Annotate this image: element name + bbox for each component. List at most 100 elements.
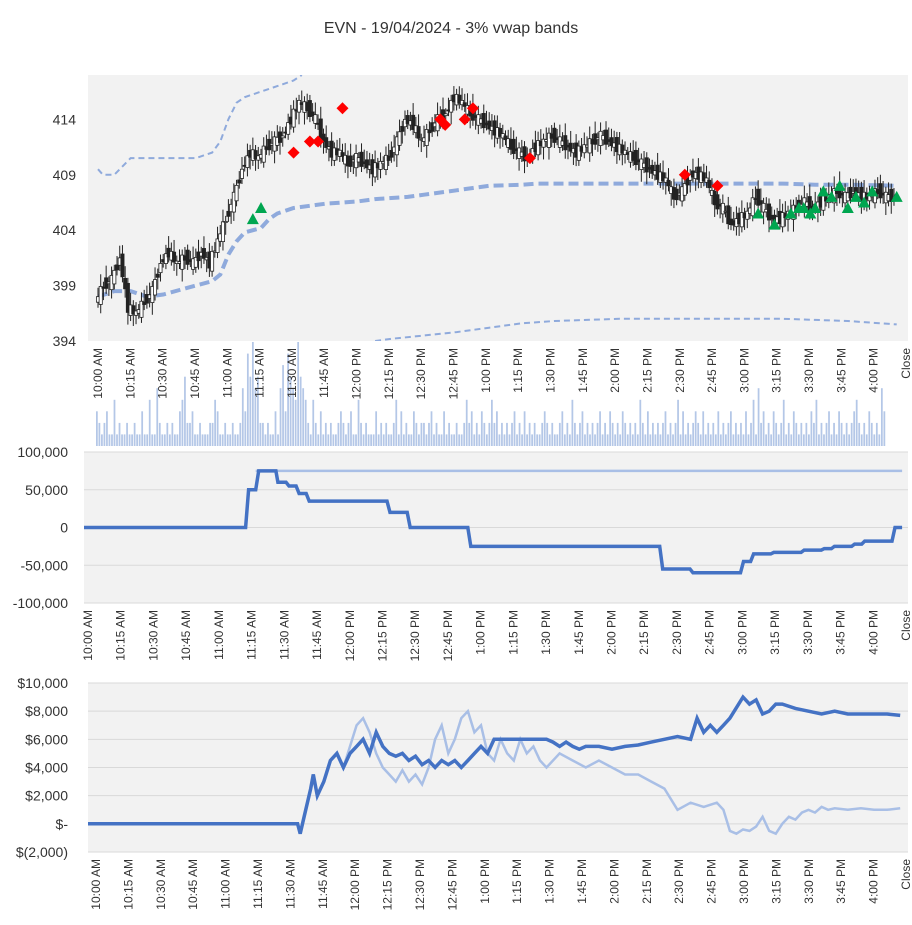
volume-bar xyxy=(561,411,564,446)
x-tick-label: 3:30 PM xyxy=(802,348,816,393)
volume-bar xyxy=(423,422,425,446)
volume-bar xyxy=(800,422,803,446)
x-tick-label: 10:15 AM xyxy=(123,348,137,399)
x-tick-label: 1:15 PM xyxy=(506,610,520,655)
buy-marker xyxy=(246,213,259,225)
volume-bar xyxy=(732,434,735,446)
volume-bar xyxy=(131,434,133,446)
volume-bar xyxy=(435,422,438,446)
buy-marker xyxy=(890,190,903,202)
sell-marker xyxy=(312,135,325,148)
volume-bar xyxy=(760,422,762,446)
volume-bar xyxy=(709,434,712,446)
volume-bar xyxy=(319,411,322,446)
volume-bar xyxy=(543,411,546,446)
candle-body xyxy=(210,250,215,272)
candle-body xyxy=(226,210,231,217)
candle-body xyxy=(576,145,581,161)
candle-body xyxy=(715,194,720,210)
x-tick-label: 10:15 AM xyxy=(114,610,128,661)
x-tick-label: 11:30 AM xyxy=(283,859,297,909)
x-tick-label: 10:30 AM xyxy=(154,859,168,910)
volume-bar xyxy=(634,422,637,446)
pnl-y-tick: $4,000 xyxy=(25,760,68,776)
volume-bar xyxy=(818,434,820,446)
candle-body xyxy=(726,205,731,225)
upper-band-line xyxy=(97,75,303,176)
volume-bar xyxy=(116,434,118,446)
volume-bar xyxy=(722,422,725,446)
volume-bar xyxy=(860,434,863,446)
volume-bar xyxy=(430,411,433,446)
volume-bar xyxy=(875,422,878,446)
volume-bar xyxy=(254,388,257,446)
pnl-y-tick: $8,000 xyxy=(25,703,68,719)
volume-bar xyxy=(113,399,116,446)
pnl-light-line xyxy=(88,708,901,836)
x-tick-label: 3:15 PM xyxy=(769,859,783,904)
volume-bar xyxy=(790,434,793,446)
volume-bar xyxy=(855,399,858,446)
volume-bar xyxy=(870,422,873,446)
volume-bar xyxy=(425,434,428,446)
candle-body xyxy=(536,140,541,156)
volume-bar xyxy=(518,422,521,446)
volume-bar xyxy=(616,422,619,446)
volume-bar xyxy=(329,422,332,446)
volume-bar xyxy=(294,399,297,446)
volume-bar xyxy=(820,422,823,446)
buy-marker xyxy=(797,202,810,213)
volume-bar xyxy=(762,411,765,446)
pnl-line xyxy=(88,694,901,835)
volume-bar xyxy=(138,434,141,446)
volume-bar xyxy=(742,434,745,446)
x-tick-label: Close xyxy=(899,859,912,890)
volume-bar xyxy=(513,411,516,446)
volume-bar xyxy=(216,411,219,446)
x-tick-label: 1:00 PM xyxy=(478,859,492,904)
volume-bar xyxy=(694,411,697,446)
chart-title: EVN - 19/04/2024 - 3% vwap bands xyxy=(324,20,578,37)
x-tick-label: 1:45 PM xyxy=(572,610,586,655)
x-tick-label: 12:15 PM xyxy=(376,610,390,661)
volume-bar xyxy=(184,376,186,446)
volume-bar xyxy=(146,434,149,446)
volume-bar xyxy=(752,399,755,446)
volume-bar xyxy=(689,434,692,446)
volume-bar xyxy=(483,422,486,446)
volume-bar xyxy=(737,434,740,446)
volume-bar xyxy=(224,422,227,446)
volume-bar xyxy=(576,434,579,446)
candle-body xyxy=(457,94,462,104)
volume-bar xyxy=(350,411,352,446)
volume-bar xyxy=(679,434,682,446)
volume-bar xyxy=(863,422,866,446)
volume-bar xyxy=(397,434,400,446)
candle-body xyxy=(313,114,318,124)
volume-bar xyxy=(880,388,883,446)
candle-body xyxy=(261,145,266,163)
volume-bar xyxy=(360,422,362,446)
candle-body xyxy=(115,264,120,271)
volume-bar xyxy=(221,434,224,446)
candle-body xyxy=(587,138,592,154)
sell-marker xyxy=(711,179,724,192)
volume-bar xyxy=(584,434,586,446)
volume-bar xyxy=(267,422,269,446)
volume-bar xyxy=(717,411,720,446)
pnl-panel: $10,000 $8,000 $6,000 $4,000 $2,000 $- $(2,000… xyxy=(16,675,912,910)
buy-marker xyxy=(841,202,854,213)
volume-bar xyxy=(332,434,335,446)
volume-bar xyxy=(730,411,732,446)
volume-bar xyxy=(810,411,813,446)
volume-bar xyxy=(511,422,513,446)
x-tick-label: 3:45 PM xyxy=(834,348,848,393)
volume-bar xyxy=(745,411,747,446)
volume-bar xyxy=(672,434,674,446)
volume-bar xyxy=(654,434,657,446)
volume-bar xyxy=(246,353,249,446)
candle-body xyxy=(620,144,625,154)
candle-body xyxy=(541,138,546,148)
candle-body xyxy=(172,251,177,263)
volume-bar xyxy=(201,434,204,446)
